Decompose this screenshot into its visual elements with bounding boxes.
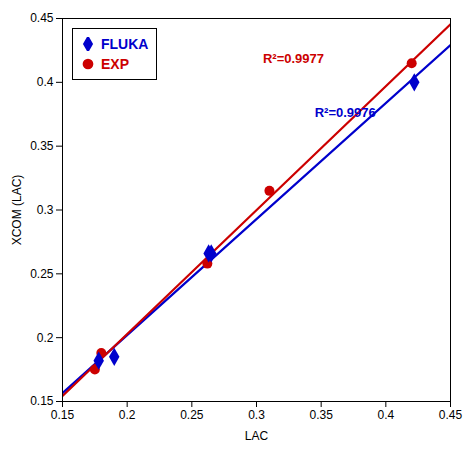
svg-text:0.3: 0.3	[37, 203, 54, 217]
svg-text:0.4: 0.4	[377, 408, 394, 422]
svg-text:0.2: 0.2	[119, 408, 136, 422]
svg-text:R²=0.9976: R²=0.9976	[315, 105, 376, 120]
svg-text:0.35: 0.35	[309, 408, 333, 422]
svg-text:0.25: 0.25	[30, 267, 54, 281]
html-text:EXP: EXP	[101, 56, 129, 72]
svg-text:XCOM (LAC): XCOM (LAC)	[10, 175, 24, 246]
svg-text:0.3: 0.3	[248, 408, 265, 422]
svg-text:R²=0.9977: R²=0.9977	[263, 51, 324, 66]
svg-text:0.25: 0.25	[180, 408, 204, 422]
svg-text:0.35: 0.35	[30, 139, 54, 153]
svg-text:0.15: 0.15	[51, 408, 75, 422]
html-text:FLUKA: FLUKA	[101, 36, 149, 52]
svg-text:0.4: 0.4	[37, 75, 54, 89]
svg-text:0.45: 0.45	[30, 11, 54, 25]
svg-text:0.45: 0.45	[439, 408, 463, 422]
svg-text:0.15: 0.15	[30, 394, 54, 408]
svg-text:LAC: LAC	[245, 429, 269, 443]
svg-text:0.2: 0.2	[37, 331, 54, 345]
